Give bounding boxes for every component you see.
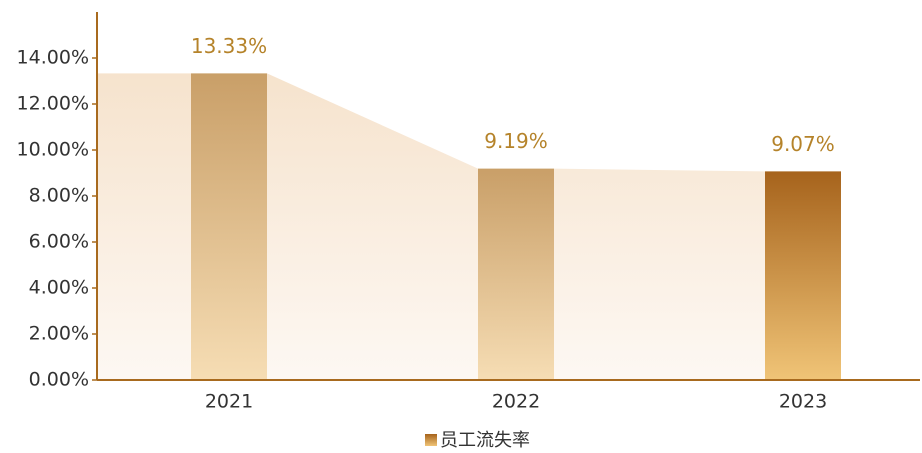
y-tick-label: 12.00% [17,93,89,115]
bar [765,171,841,380]
y-tick-label: 6.00% [29,231,89,253]
y-tick-label: 8.00% [29,185,89,207]
x-tick-label: 2022 [492,391,540,413]
y-tick-label: 10.00% [17,139,89,161]
marks-layer [191,73,841,380]
y-tick-label: 4.00% [29,277,89,299]
legend-swatch [425,434,437,446]
bar [191,73,267,380]
background-band [97,73,841,380]
y-tick-label: 2.00% [29,323,89,345]
value-label: 13.33% [191,34,267,58]
x-tick-label: 2021 [205,391,253,413]
value-label: 9.19% [484,129,548,153]
x-tick-label: 2023 [779,391,827,413]
y-tick-label: 14.00% [17,47,89,69]
area-layer [97,73,841,380]
value-label: 9.07% [771,132,835,156]
y-tick-label: 0.00% [29,369,89,391]
bar [478,168,554,380]
legend-label: 员工流失率 [440,430,530,451]
